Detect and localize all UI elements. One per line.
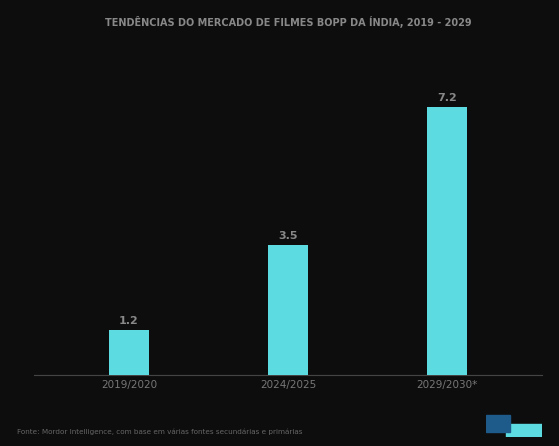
Bar xyxy=(506,424,542,437)
Bar xyxy=(427,107,467,375)
Bar xyxy=(268,244,308,375)
Text: Fonte: Mordor Intelligence, com base em várias fontes secundárias e primárias: Fonte: Mordor Intelligence, com base em … xyxy=(17,428,302,435)
Text: 1.2: 1.2 xyxy=(119,316,139,326)
Text: 7.2: 7.2 xyxy=(437,93,457,103)
Bar xyxy=(109,330,149,375)
Text: 3.5: 3.5 xyxy=(278,231,297,241)
Title: TENDÊNCIAS DO MERCADO DE FILMES BOPP DA ÍNDIA, 2019 - 2029: TENDÊNCIAS DO MERCADO DE FILMES BOPP DA … xyxy=(105,16,471,28)
Bar xyxy=(486,415,510,432)
